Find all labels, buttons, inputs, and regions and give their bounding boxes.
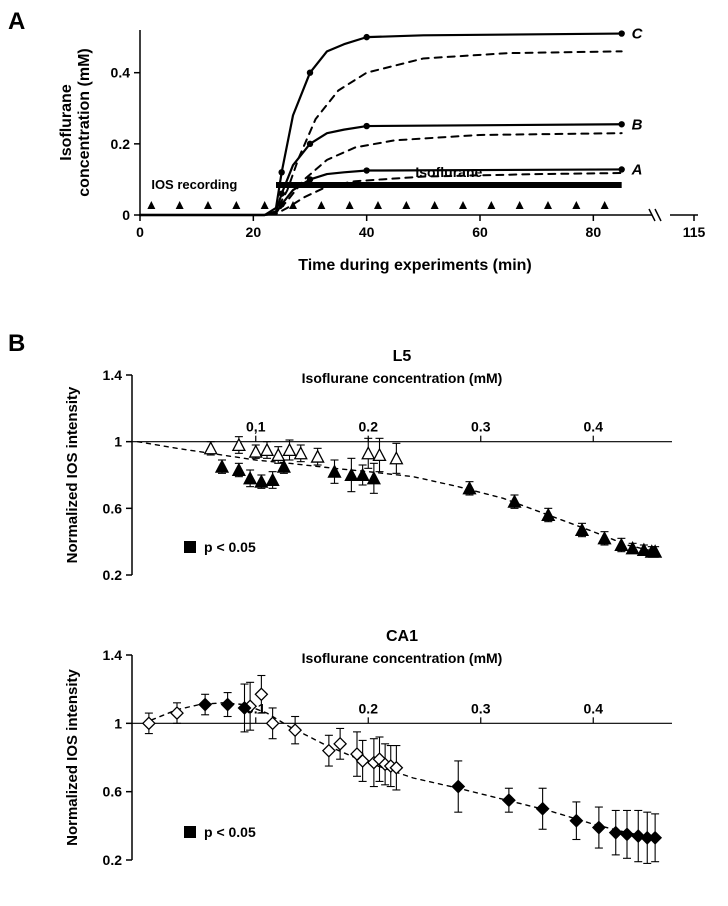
svg-text:Normalized IOS intensity: Normalized IOS intensity <box>64 668 81 845</box>
svg-text:0.4: 0.4 <box>111 65 131 81</box>
svg-text:0.2: 0.2 <box>359 419 379 435</box>
svg-text:0,1: 0,1 <box>246 419 266 435</box>
svg-text:0.4: 0.4 <box>584 700 604 716</box>
svg-text:Time during experiments (min): Time during experiments (min) <box>298 257 532 274</box>
svg-text:1: 1 <box>114 715 122 731</box>
svg-text:60: 60 <box>472 224 488 240</box>
svg-text:CA1: CA1 <box>386 628 418 645</box>
svg-text:40: 40 <box>359 224 375 240</box>
svg-text:concentration (mM): concentration (mM) <box>76 48 93 196</box>
svg-text:0.3: 0.3 <box>471 700 491 716</box>
svg-text:1: 1 <box>114 434 122 450</box>
panel-a-chart: 0 20 40 60 80 115 0 0.2 0.4 Time during experimen… <box>30 10 710 310</box>
svg-text:L5: L5 <box>393 348 412 365</box>
svg-text:Isoflurane concentration (mM): Isoflurane concentration (mM) <box>302 650 503 666</box>
svg-text:0.2: 0.2 <box>103 567 123 583</box>
svg-text:1.4: 1.4 <box>103 647 123 663</box>
figure-root: A 0 20 40 60 80 115 0 0.2 0.4 Time during experim… <box>0 0 728 906</box>
svg-text:p < 0.05: p < 0.05 <box>204 539 256 555</box>
panel-b-label: B <box>8 330 25 358</box>
svg-text:Isoflurane: Isoflurane <box>415 164 482 180</box>
svg-text:Normalized IOS intensity: Normalized IOS intensity <box>64 386 81 563</box>
svg-text:0.2: 0.2 <box>111 136 131 152</box>
svg-text:0.2: 0.2 <box>359 700 379 716</box>
panel-a-label: A <box>8 8 25 36</box>
svg-text:1.4: 1.4 <box>103 367 123 383</box>
svg-text:0.2: 0.2 <box>103 852 123 868</box>
svg-text:0: 0 <box>122 207 130 223</box>
svg-text:115: 115 <box>683 224 706 240</box>
svg-text:Isoflurane: Isoflurane <box>58 84 75 161</box>
svg-text:0.3: 0.3 <box>471 419 491 435</box>
svg-text:B: B <box>632 116 643 133</box>
svg-text:20: 20 <box>246 224 262 240</box>
svg-text:A: A <box>631 161 643 178</box>
svg-text:0.6: 0.6 <box>103 500 123 516</box>
svg-text:C: C <box>632 26 644 43</box>
svg-text:p < 0.05: p < 0.05 <box>204 824 256 840</box>
panel-b-chart-ca1: CA1 0.2 0.6 1 1.4 Normalized IOS intensity Iso… <box>42 620 702 900</box>
panel-b-chart-l5: L5 0.2 0.6 1 1.4 Normalized IOS intensity Isof… <box>42 340 702 615</box>
svg-text:0: 0 <box>136 224 144 240</box>
svg-text:0.6: 0.6 <box>103 784 123 800</box>
svg-text:0.4: 0.4 <box>584 419 604 435</box>
svg-text:IOS recording: IOS recording <box>151 177 237 192</box>
svg-text:80: 80 <box>586 224 602 240</box>
svg-text:Isoflurane concentration (mM): Isoflurane concentration (mM) <box>302 370 503 386</box>
